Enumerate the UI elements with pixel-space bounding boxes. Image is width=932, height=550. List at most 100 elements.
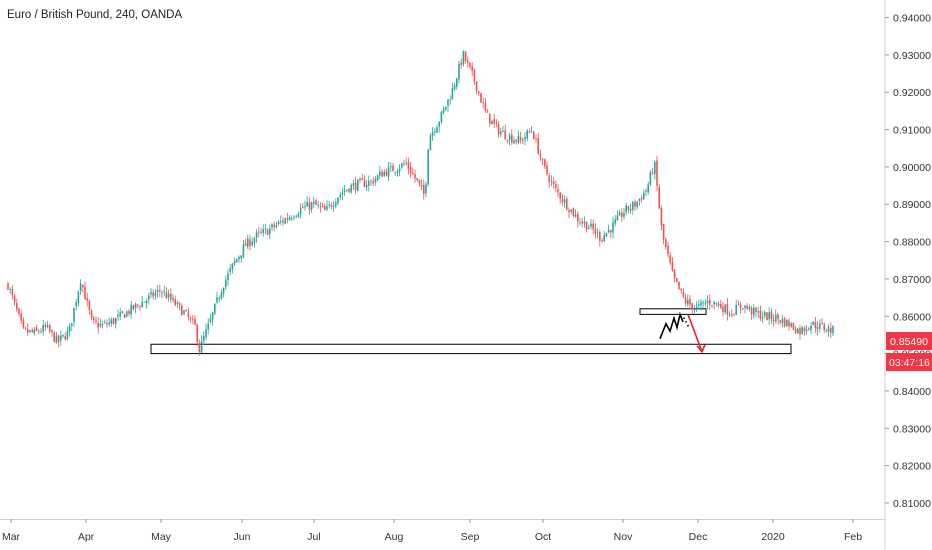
candle-body	[20, 313, 22, 321]
candle-body	[669, 255, 671, 263]
candle-body	[709, 299, 711, 305]
candle-body	[273, 224, 275, 227]
candle-body	[508, 135, 511, 141]
candle-body	[304, 205, 306, 208]
candle-body	[530, 130, 533, 132]
candle-body	[7, 283, 9, 290]
current-price-badge	[886, 332, 932, 350]
candle-body	[13, 296, 16, 302]
candle-body	[97, 322, 99, 328]
candle-body	[359, 178, 361, 181]
candle-body	[205, 329, 207, 338]
current-price-label: 0.85490	[890, 336, 928, 348]
candle-body	[150, 292, 152, 295]
candle-body	[695, 306, 698, 310]
candle-body	[189, 318, 192, 319]
time-tick-label: 2020	[761, 531, 785, 543]
candle-body	[156, 290, 159, 292]
candle-body	[238, 256, 240, 260]
candle-body	[106, 323, 108, 325]
price-tick-label: 0.82000	[893, 461, 931, 473]
candle-body	[559, 192, 561, 199]
candle-body	[515, 139, 517, 142]
candle-body	[832, 326, 834, 334]
candle-body	[768, 312, 770, 320]
candle-body	[104, 322, 106, 324]
candle-body	[260, 231, 262, 233]
candle-body	[214, 303, 216, 314]
candle-body	[385, 171, 388, 176]
price-tick-label: 0.88000	[893, 237, 931, 249]
candle-body	[676, 277, 678, 282]
candle-body	[684, 297, 687, 304]
candle-body	[123, 314, 126, 318]
candle-body	[533, 131, 535, 140]
candle-body	[317, 204, 319, 206]
candle-body	[808, 328, 810, 330]
candle-body	[49, 325, 51, 332]
candle-body	[654, 161, 656, 175]
candle-body	[38, 331, 40, 333]
candle-body	[326, 206, 328, 210]
candle-body	[469, 62, 471, 68]
candle-body	[728, 314, 731, 316]
projection-dot	[687, 324, 689, 327]
candle-body	[352, 183, 355, 186]
candle-body	[306, 201, 308, 207]
candle-body	[407, 161, 410, 169]
time-axis: Mar Apr May Jun Jul Aug Sep Oct Nov Dec 2020 Feb	[2, 519, 862, 543]
candle-body	[51, 330, 53, 333]
candle-body	[717, 303, 720, 306]
time-tick-label: Mar	[2, 531, 21, 543]
candle-body	[31, 330, 33, 333]
candle-body	[596, 232, 599, 234]
candle-body	[308, 202, 311, 210]
candle-body	[68, 325, 71, 332]
candle-body	[163, 291, 165, 293]
drawings-layer	[150, 308, 792, 355]
candle-body	[244, 243, 247, 246]
candle-body	[405, 162, 407, 164]
candle-body	[27, 328, 29, 333]
candle-body	[546, 165, 548, 175]
candle-body	[282, 220, 284, 223]
candle-body	[275, 224, 278, 228]
candle-body	[616, 215, 619, 221]
candle-body	[715, 302, 718, 305]
candle-body	[478, 91, 480, 94]
candle-body	[82, 284, 84, 288]
time-tick-label: Apr	[78, 531, 95, 543]
candle-body	[698, 304, 700, 306]
candle-body	[220, 292, 223, 299]
candle-body	[302, 207, 304, 208]
price-tick-label: 0.87000	[893, 274, 931, 286]
price-tick-label: 0.83000	[893, 423, 931, 435]
candle-body	[95, 320, 97, 323]
candle-body	[128, 310, 130, 314]
price-tick-label: 0.91000	[893, 125, 931, 137]
candle-body	[42, 324, 44, 332]
candle-body	[722, 306, 724, 313]
candle-body	[700, 302, 702, 306]
candle-body	[431, 131, 434, 136]
candle-body	[658, 186, 660, 209]
candle-body	[462, 51, 465, 65]
candle-body	[557, 189, 559, 193]
candle-body	[9, 289, 11, 290]
candle-body	[370, 180, 372, 182]
candle-body	[467, 60, 469, 63]
candle-body	[779, 320, 781, 323]
candle-body	[110, 319, 113, 324]
time-tick-label: Nov	[614, 531, 633, 543]
candle-body	[702, 302, 704, 304]
candle-body	[394, 172, 396, 173]
candle-body	[271, 224, 273, 228]
candle-body	[295, 215, 297, 217]
candle-body	[535, 138, 537, 140]
time-tick-label: Sep	[461, 531, 480, 543]
candle-body	[502, 130, 504, 132]
candle-body	[315, 200, 317, 205]
candle-body	[423, 185, 425, 195]
candle-body	[827, 327, 830, 332]
candle-body	[436, 127, 438, 133]
